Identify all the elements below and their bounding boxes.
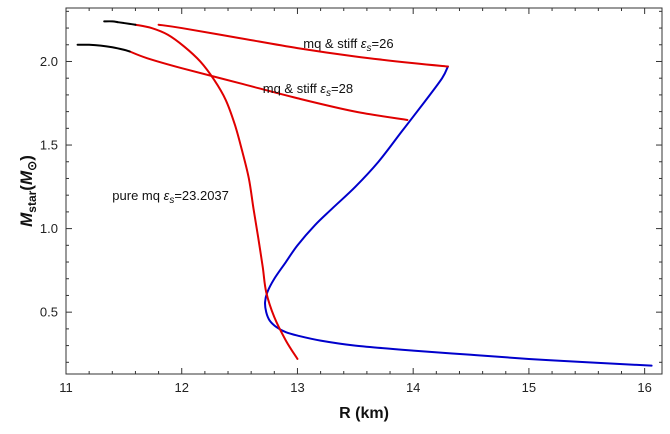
series-line-3: [157, 23, 449, 68]
x-tick-label: 12: [174, 380, 188, 395]
tick-marks: [65, 8, 662, 374]
annotations: mq & stiff εs=26 mq & stiff εs=28 pure mq …: [112, 36, 393, 206]
curve-annotation: mq & stiff εs=26: [303, 36, 393, 54]
y-tick-label: 0.5: [40, 305, 58, 320]
series-line-6: [103, 20, 137, 26]
y-tick-label: 1.0: [40, 221, 58, 236]
series-line-5: [76, 43, 131, 53]
x-tick-label: 14: [406, 380, 420, 395]
x-tick-label: 13: [290, 380, 304, 395]
plot-frame: [65, 7, 663, 375]
curve-annotation: mq & stiff εs=28: [263, 81, 353, 99]
y-axis-title-sub1: star: [25, 190, 39, 212]
y-axis-title-sub2: ⊙: [25, 161, 39, 171]
curve-annotation: pure mq εs=23.2037: [112, 188, 229, 206]
y-axis-title: Mstar(M⊙): [17, 155, 39, 227]
y-axis-title-m2: M: [17, 170, 36, 185]
y-axis-title-paren-open: (: [17, 185, 36, 191]
series-layer: [76, 20, 653, 367]
x-tick-label: 15: [522, 380, 536, 395]
y-axis-title-paren-close: ): [17, 155, 36, 161]
tick-labels: 11 12 13 14 15 16 0.5 1.0 1.5 2.0: [40, 54, 652, 395]
series-line-1: [264, 65, 653, 367]
y-tick-label: 2.0: [40, 54, 58, 69]
y-tick-label: 1.5: [40, 138, 58, 153]
series-line-4: [128, 50, 409, 121]
y-axis-title-m: M: [17, 212, 36, 227]
x-tick-label: 16: [637, 380, 651, 395]
x-axis-title: R (km): [339, 405, 389, 422]
x-tick-label: 11: [59, 380, 73, 395]
series-line-2: [134, 23, 299, 360]
